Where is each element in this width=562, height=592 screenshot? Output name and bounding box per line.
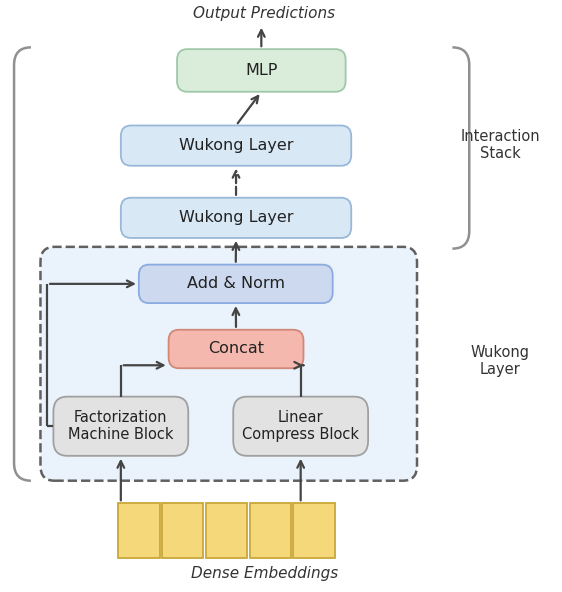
FancyBboxPatch shape [40, 247, 417, 481]
FancyBboxPatch shape [53, 397, 188, 456]
Text: MLP: MLP [245, 63, 278, 78]
Text: Wukong Layer: Wukong Layer [179, 210, 293, 226]
Text: Output Predictions: Output Predictions [193, 6, 335, 21]
FancyBboxPatch shape [293, 503, 335, 558]
FancyBboxPatch shape [121, 198, 351, 238]
Text: Wukong
Layer: Wukong Layer [471, 345, 529, 377]
FancyBboxPatch shape [206, 503, 247, 558]
Text: Interaction
Stack: Interaction Stack [460, 129, 540, 161]
Text: Dense Embeddings: Dense Embeddings [191, 567, 338, 581]
Text: Factorization
Machine Block: Factorization Machine Block [68, 410, 174, 442]
FancyBboxPatch shape [139, 265, 333, 303]
FancyBboxPatch shape [118, 503, 160, 558]
FancyBboxPatch shape [169, 330, 303, 368]
Text: Add & Norm: Add & Norm [187, 276, 285, 291]
Text: Linear
Compress Block: Linear Compress Block [242, 410, 359, 442]
FancyBboxPatch shape [233, 397, 368, 456]
FancyBboxPatch shape [162, 503, 203, 558]
FancyBboxPatch shape [250, 503, 291, 558]
FancyBboxPatch shape [177, 49, 346, 92]
FancyBboxPatch shape [121, 126, 351, 166]
Text: Concat: Concat [208, 342, 264, 356]
Text: Wukong Layer: Wukong Layer [179, 138, 293, 153]
